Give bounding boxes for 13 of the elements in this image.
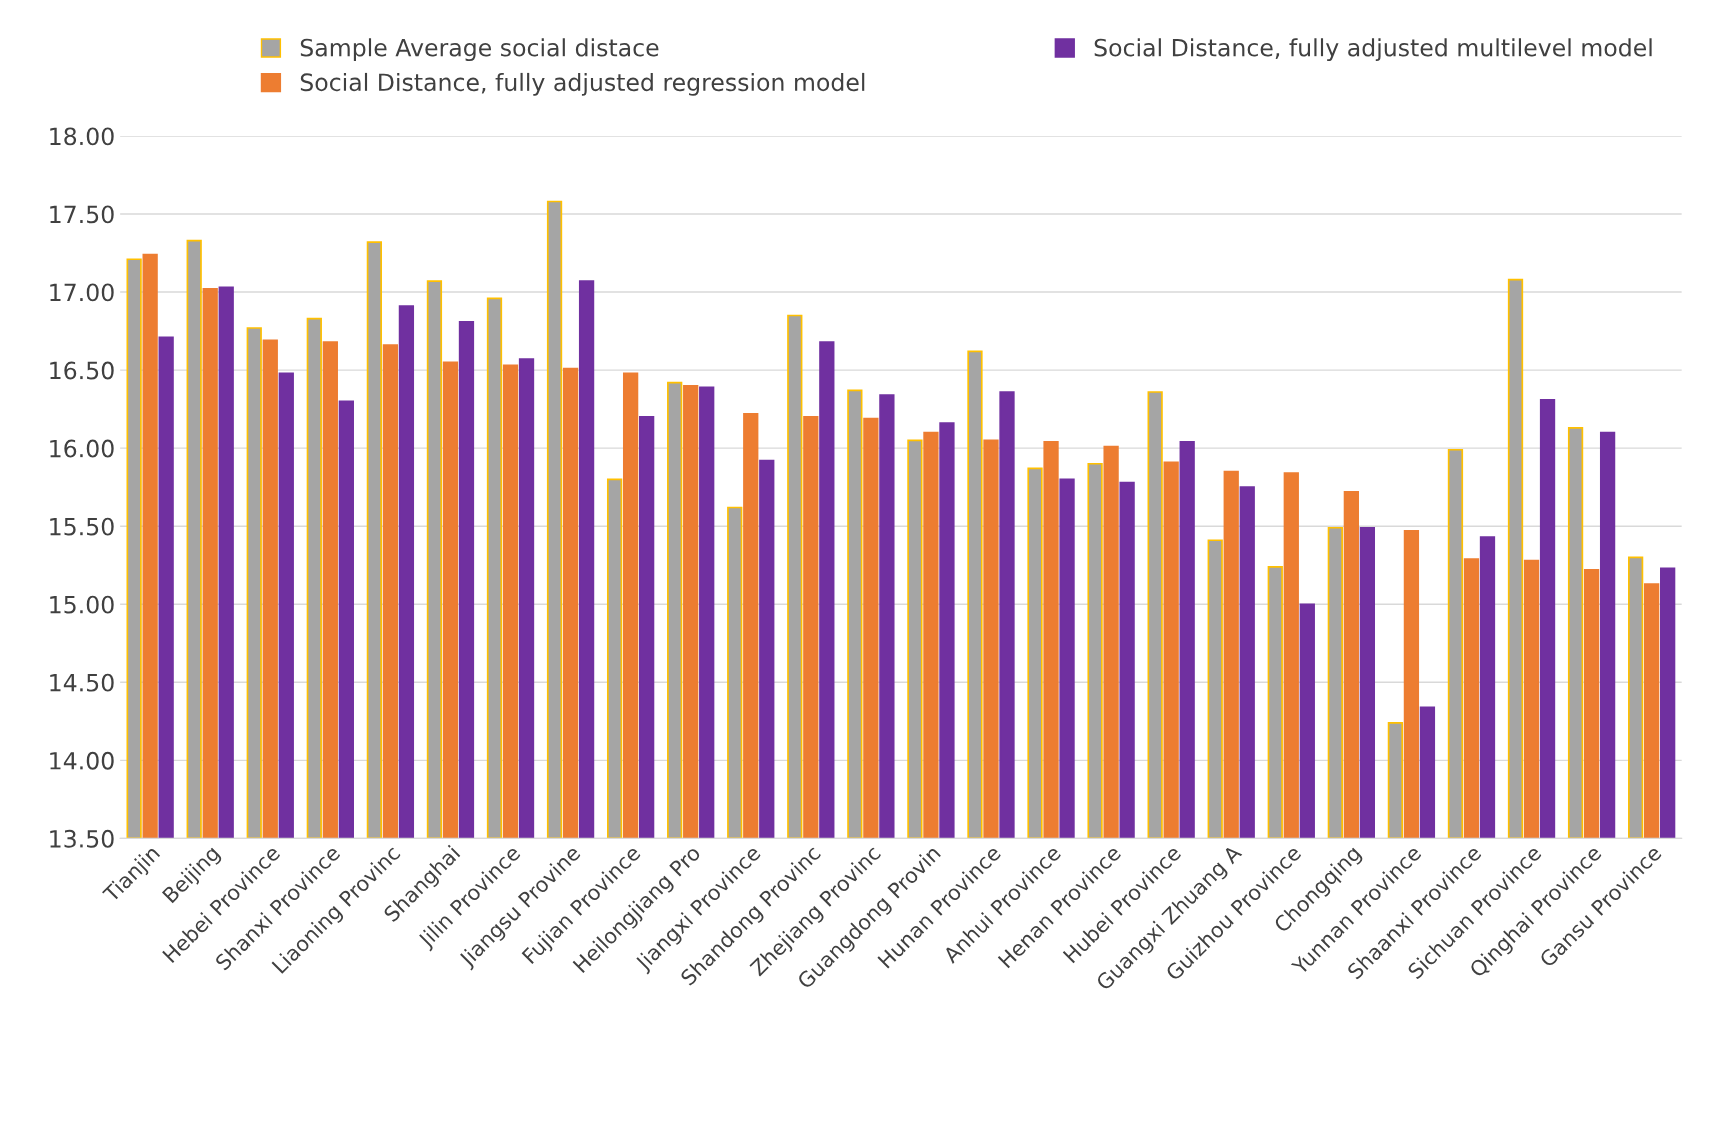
y-tick-label: 18.00 — [50, 127, 114, 146]
legend-label: Social Distance, fully adjusted regression model — [300, 72, 865, 96]
y-tick-label: 14.00 — [50, 751, 114, 770]
y-tick-label: 16.00 — [50, 439, 114, 458]
y-tick-label: 17.50 — [50, 205, 114, 224]
legend-label: Social Distance, fully adjusted multilevel model — [1094, 38, 1652, 62]
legend-label: Sample Average social distace — [300, 38, 659, 62]
y-tick-label: 16.50 — [50, 361, 114, 380]
y-tick-label: 13.50 — [50, 829, 114, 848]
y-tick-label: 15.00 — [50, 595, 114, 614]
y-tick-label: 15.50 — [50, 517, 114, 536]
y-tick-label: 17.00 — [50, 283, 114, 302]
y-tick-label: 14.50 — [50, 673, 114, 692]
